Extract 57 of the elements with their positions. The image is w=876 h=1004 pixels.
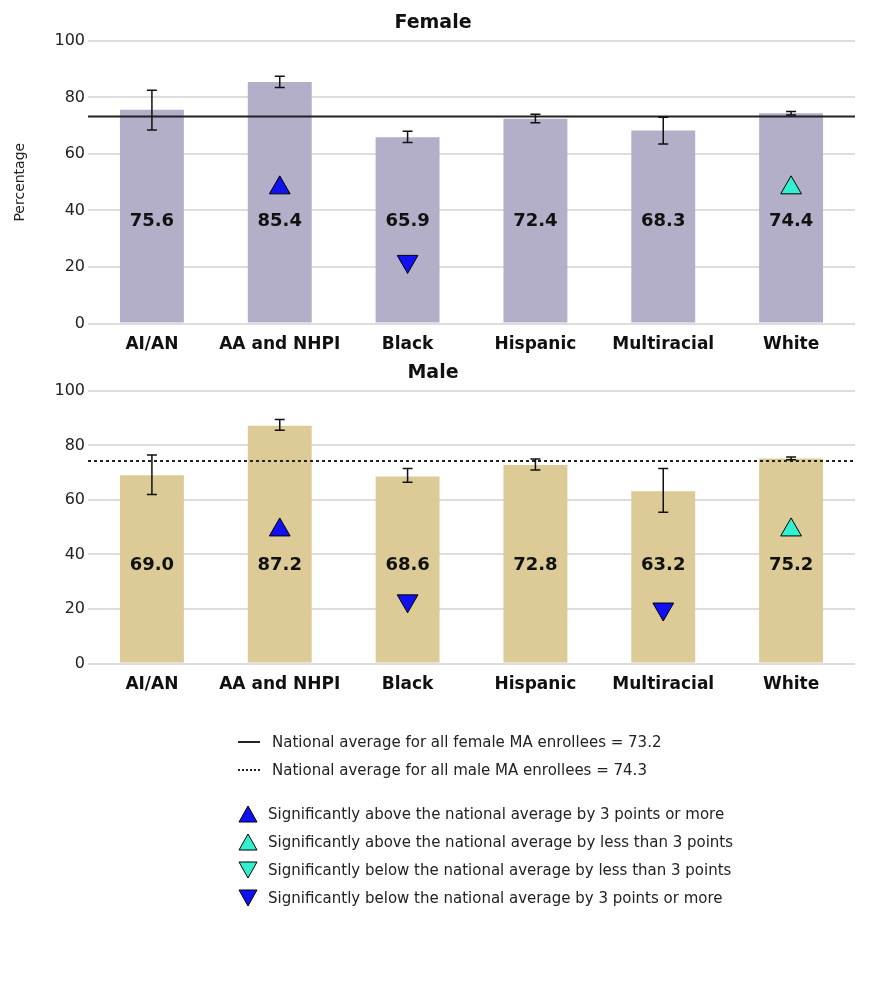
- data-label: 87.2: [257, 553, 302, 575]
- y-tick-label: 20: [64, 598, 85, 618]
- data-label: 69.0: [129, 553, 175, 575]
- x-tick-label: Black: [381, 333, 435, 354]
- y-tick-label: 80: [64, 434, 85, 454]
- y-tick-label: 0: [74, 652, 85, 672]
- data-label: 72.4: [513, 209, 558, 231]
- data-label: 72.8: [513, 553, 558, 575]
- x-tick-label: Black: [381, 673, 435, 694]
- text: National average for all female MA enrollees = 73.2: [272, 733, 662, 751]
- bar: [503, 465, 568, 663]
- data-label: 68.6: [385, 553, 430, 575]
- data-label: 85.4: [257, 209, 302, 231]
- bar: [631, 491, 696, 663]
- x-tick-label: White: [762, 673, 820, 694]
- data-label: 63.2: [641, 553, 686, 575]
- legend-label: National average for all male MA enrollees = 74.3: [272, 760, 647, 781]
- bar: [247, 425, 312, 663]
- data-label: 75.6: [129, 209, 175, 231]
- y-tick-label: 60: [64, 489, 85, 509]
- y-tick-label: 60: [64, 143, 85, 163]
- y-tick-label: 40: [64, 543, 85, 563]
- x-tick-label: AA and NHPI: [219, 673, 341, 694]
- x-tick-label: White: [762, 333, 820, 354]
- legend-label: Significantly above the national average by less than 3 points: [268, 832, 734, 853]
- y-tick-label: 80: [64, 86, 85, 106]
- data-label: 75.2: [768, 553, 814, 575]
- y-tick-label: 40: [64, 199, 85, 219]
- x-tick-label: Multiracial: [612, 333, 715, 354]
- x-tick-label: Multiracial: [612, 673, 715, 694]
- chart-title: Female: [394, 10, 472, 33]
- legend-label: Significantly below the national average by less than 3 points: [268, 860, 732, 881]
- bar: [375, 137, 440, 323]
- bar: [503, 118, 568, 323]
- bar: [759, 113, 824, 323]
- bar: [119, 109, 184, 323]
- y-axis-title: Percentage: [11, 142, 28, 222]
- bar: [759, 458, 824, 663]
- legend-label: Significantly below the national average by 3 points or more: [268, 888, 723, 909]
- data-label: 65.9: [385, 209, 430, 231]
- bar: [375, 476, 440, 663]
- chart-title: Male: [407, 360, 459, 383]
- x-tick-label: AA and NHPI: [219, 333, 341, 354]
- y-tick-label: 100: [54, 379, 85, 399]
- y-tick-label: 100: [54, 29, 85, 49]
- x-tick-label: AI/AN: [125, 333, 179, 354]
- bar: [247, 82, 312, 323]
- y-tick-label: 20: [64, 256, 85, 276]
- bar: [631, 130, 696, 323]
- data-label: 74.4: [768, 209, 814, 231]
- x-tick-label: Hispanic: [494, 673, 577, 694]
- y-tick-label: 0: [74, 312, 85, 332]
- x-tick-label: Hispanic: [494, 333, 577, 354]
- x-tick-label: AI/AN: [125, 673, 179, 694]
- legend-label: Significantly above the national average by 3 points or more: [268, 804, 725, 825]
- data-label: 68.3: [641, 209, 686, 231]
- bar: [119, 475, 184, 663]
